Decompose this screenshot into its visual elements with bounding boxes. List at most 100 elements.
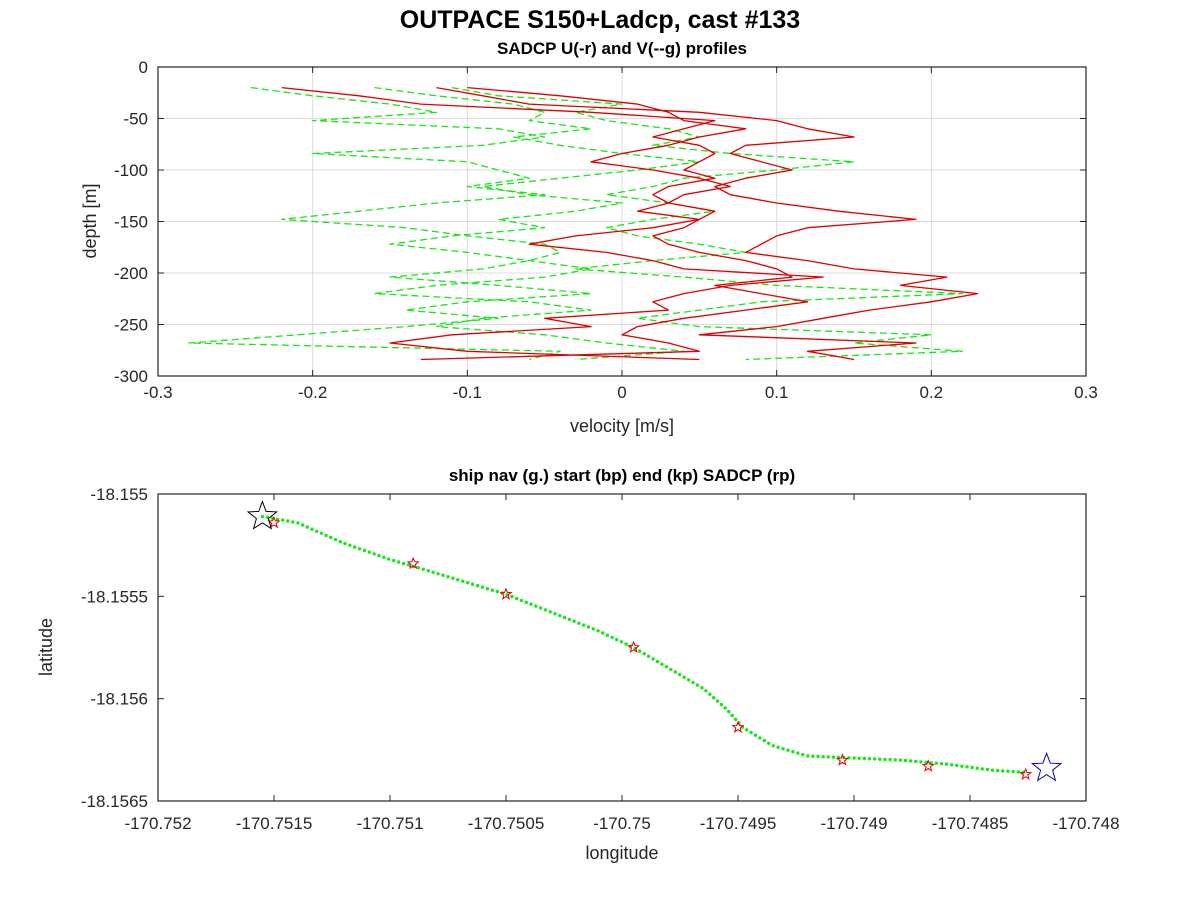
nav-point	[619, 640, 624, 644]
nav-point	[664, 665, 669, 669]
profiles-x-tick-label: -0.1	[453, 383, 482, 402]
profiles-x-tick-label: 0.2	[920, 383, 944, 402]
v-profile-line	[188, 86, 592, 361]
nav-ticks: -170.752 -170.7515 -170.751 -170.7505 -170.7…	[81, 485, 1120, 833]
nav-point	[781, 747, 785, 751]
nav-point	[548, 610, 552, 614]
profiles-series	[188, 86, 979, 361]
nav-point	[811, 754, 815, 758]
profiles-y-axis-label: depth [m]	[80, 183, 100, 258]
profiles-y-tick-label: -250	[114, 316, 148, 335]
nav-point	[801, 752, 805, 757]
nav-point	[562, 615, 567, 620]
nav-point	[431, 570, 435, 574]
nav-point	[421, 567, 425, 571]
nav-point	[762, 738, 766, 743]
profiles-y-tick-label: -100	[114, 161, 148, 180]
nav-point	[686, 678, 691, 682]
profiles-y-tick-label: 0	[139, 58, 148, 77]
figure-suptitle: OUTPACE S150+Ladcp, cast #133	[400, 6, 800, 34]
nav-point	[791, 750, 795, 754]
nav-point	[700, 686, 704, 690]
nav-point	[529, 602, 533, 606]
nav-point	[329, 535, 333, 540]
nav-point	[673, 670, 677, 674]
nav-point	[377, 553, 381, 558]
nav-point	[985, 767, 990, 772]
nav-point	[446, 575, 450, 579]
nav-point	[357, 547, 362, 551]
nav-point	[950, 763, 954, 767]
nav-point	[730, 713, 734, 718]
nav-point	[315, 529, 319, 533]
nav-x-tick-label: -170.7495	[700, 814, 777, 833]
v-profile-line	[451, 86, 963, 361]
nav-point	[582, 623, 586, 627]
sadcp-point	[627, 640, 641, 654]
nav-point	[638, 649, 642, 653]
nav-point	[310, 527, 314, 531]
nav-point	[955, 763, 959, 768]
nav-point	[691, 680, 695, 685]
nav-point	[929, 761, 933, 765]
profiles-x-tick-label: 0	[617, 383, 626, 402]
nav-point	[873, 757, 877, 761]
nav-point	[338, 540, 342, 544]
nav-x-tick-label: -170.7505	[468, 814, 545, 833]
nav-x-axis-label: longitude	[585, 843, 658, 863]
nav-series	[246, 500, 1063, 782]
nav-point	[485, 587, 490, 591]
nav-point	[436, 572, 440, 576]
profiles-y-tick-label: -300	[114, 367, 148, 386]
u-profile-line	[436, 86, 979, 361]
nav-point	[965, 765, 969, 769]
nav-y-tick-label: -18.1555	[81, 587, 148, 606]
nav-point	[1011, 769, 1015, 774]
sadcp-point	[267, 515, 281, 529]
nav-x-tick-label: -170.752	[124, 814, 191, 833]
nav-point	[416, 566, 421, 570]
nav-point	[847, 756, 851, 760]
nav-point	[475, 584, 480, 588]
nav-point	[919, 760, 923, 764]
nav-point	[862, 756, 867, 761]
nav-point	[353, 545, 357, 549]
nav-point	[708, 692, 712, 696]
nav-point	[524, 600, 528, 604]
nav-x-tick-label: -170.748	[1052, 814, 1119, 833]
nav-point	[745, 728, 749, 732]
nav-point	[727, 709, 731, 714]
nav-point	[515, 596, 519, 601]
nav-point	[934, 761, 938, 765]
nav-point	[260, 514, 265, 519]
nav-point	[296, 521, 300, 525]
nav-point	[704, 689, 708, 693]
nav-point	[678, 672, 682, 677]
nav-point	[944, 762, 949, 766]
nav-point	[939, 762, 944, 766]
nav-point	[291, 520, 295, 524]
nav-point	[719, 702, 724, 707]
nav-point	[538, 606, 543, 610]
nav-point	[367, 550, 371, 554]
nav-point	[642, 652, 646, 656]
nav-point	[888, 757, 892, 762]
sadcp-point	[731, 720, 745, 733]
nav-point	[286, 519, 290, 523]
profiles-x-tick-label: 0.3	[1074, 383, 1098, 402]
nav-point	[857, 756, 861, 760]
nav-point	[387, 557, 391, 561]
nav-point	[806, 754, 810, 758]
nav-point	[682, 675, 686, 679]
nav-x-tick-label: -170.751	[356, 814, 423, 833]
u-profile-line	[420, 86, 809, 361]
nav-point	[456, 578, 460, 582]
nav-point	[372, 552, 376, 556]
nav-point	[300, 523, 305, 527]
nav-point	[826, 755, 830, 759]
nav-y-tick-label: -18.1565	[81, 792, 148, 811]
nav-point	[980, 767, 984, 771]
nav-point	[1001, 769, 1005, 773]
nav-point	[495, 589, 499, 594]
nav-point	[577, 621, 581, 625]
